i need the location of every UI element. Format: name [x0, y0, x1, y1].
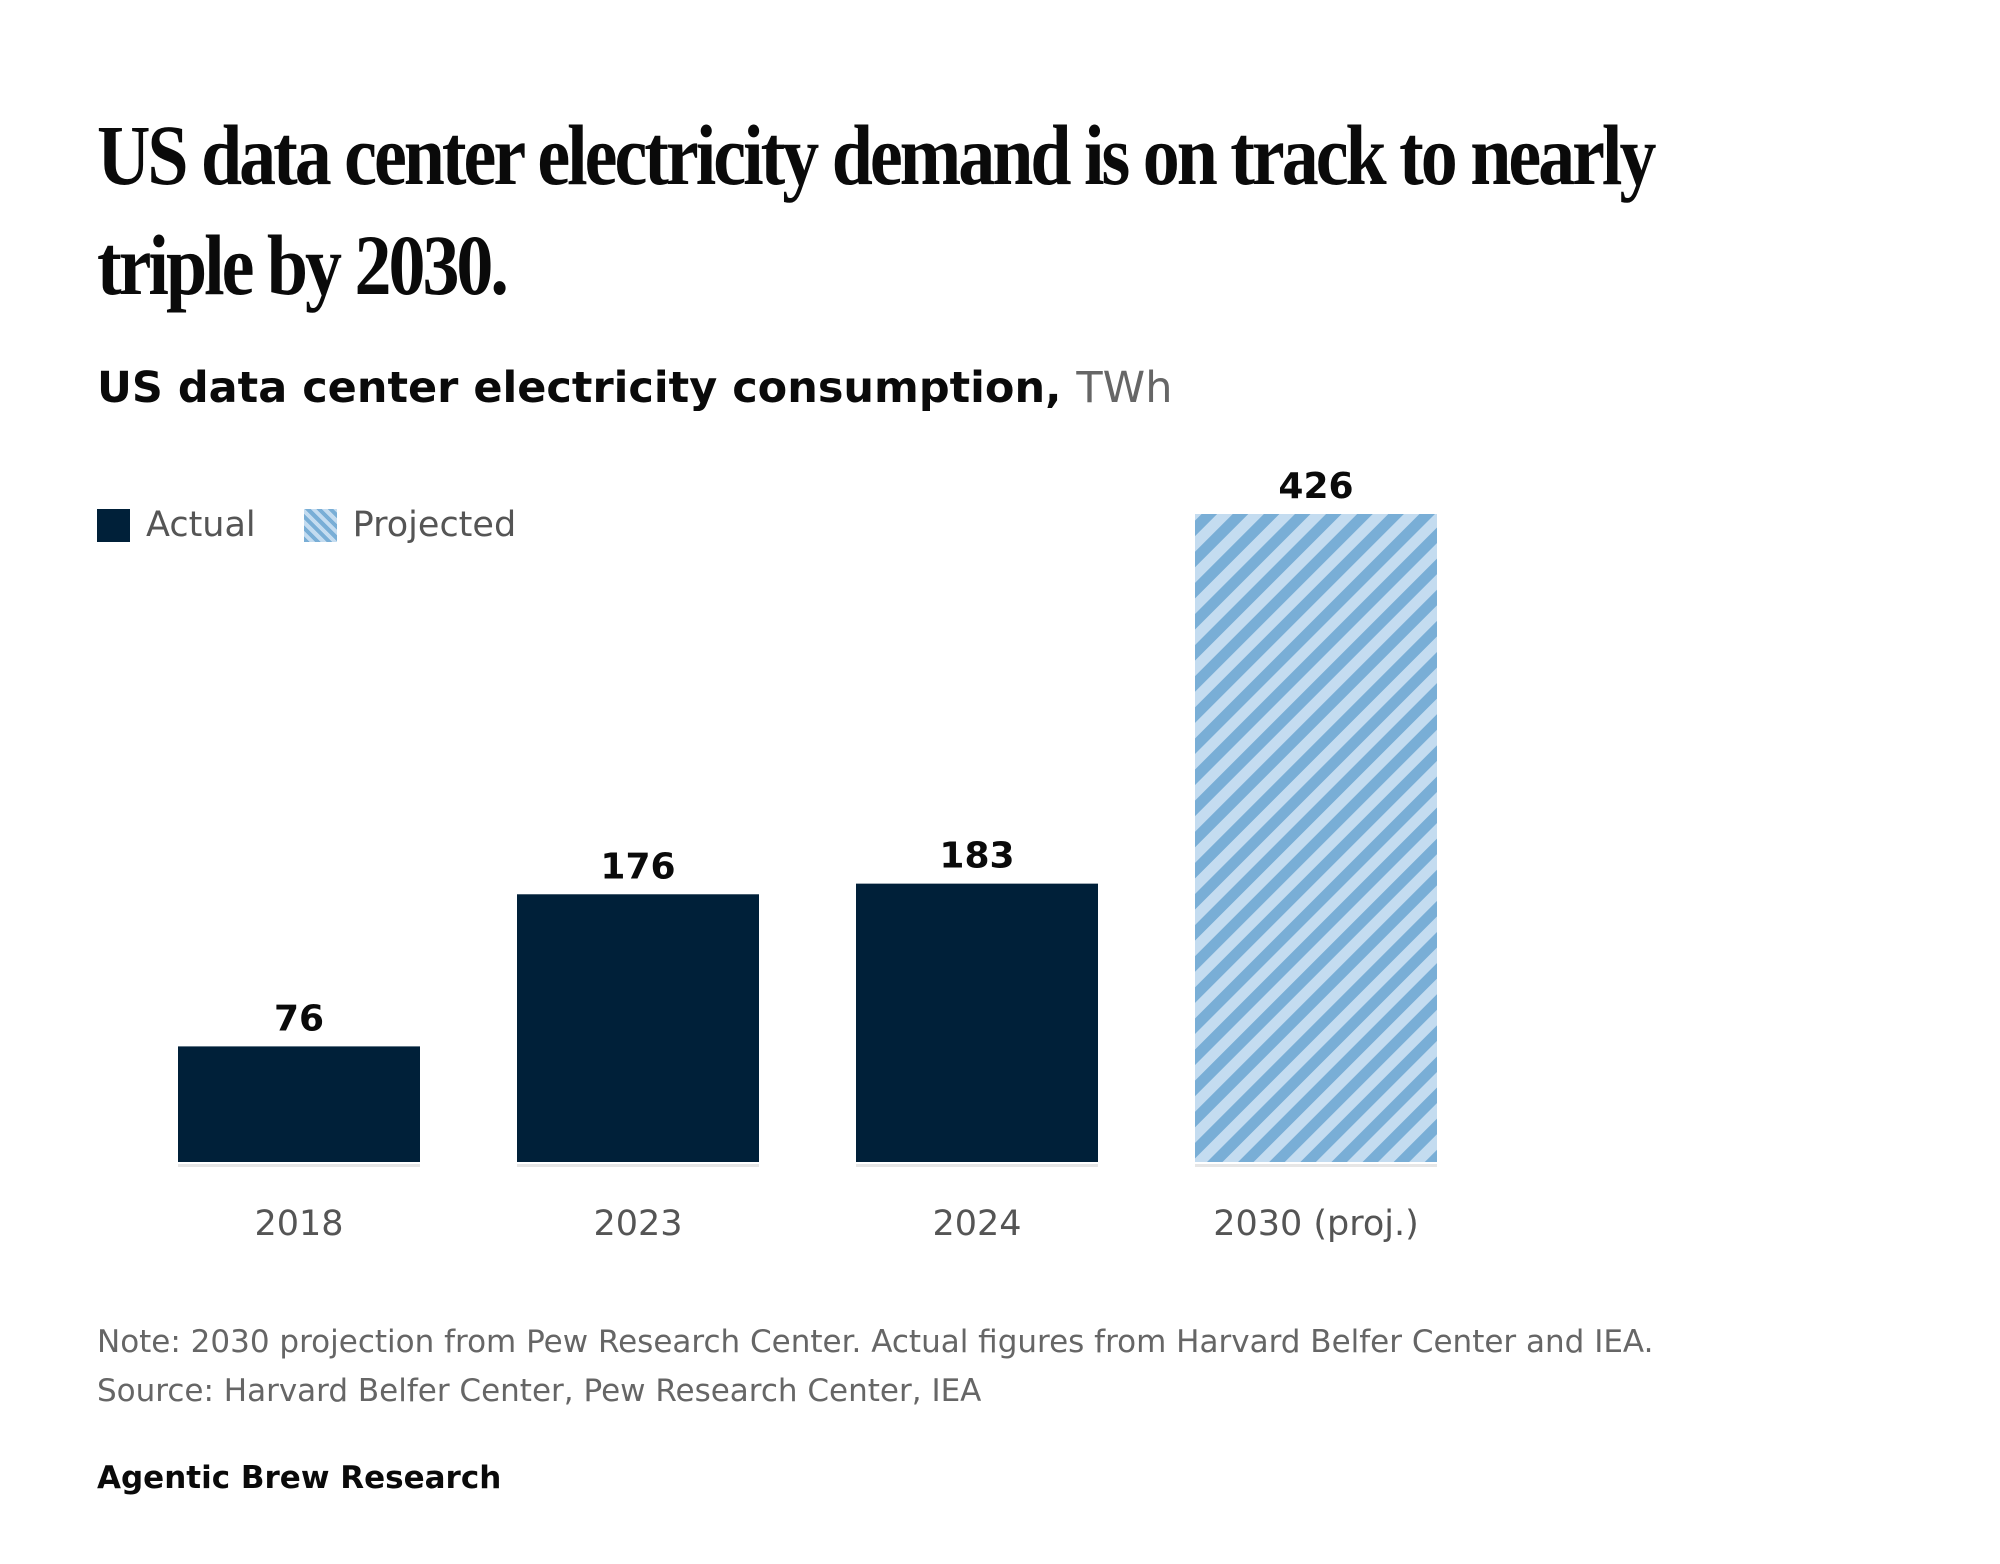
headline: US data center electricity demand is on …: [97, 107, 1656, 313]
legend-item-projected: Projected: [303, 505, 517, 545]
legend-item-actual: Actual: [97, 505, 256, 545]
footnote: Note: 2030 projection from Pew Research …: [97, 1318, 1653, 1416]
bar-2018: [178, 1046, 420, 1162]
bar-2030-proj: [1195, 514, 1437, 1162]
subtitle-unit: TWh: [1076, 363, 1173, 413]
bar-2023: [517, 894, 759, 1162]
value-label-2018: 76: [274, 998, 324, 1039]
legend-swatch-projected: [303, 508, 337, 542]
chart-subtitle: US data center electricity consumption, …: [97, 362, 1172, 414]
bar-baseline-2018: [178, 1164, 420, 1167]
bar-baseline-2030-proj: [1195, 1164, 1437, 1167]
subtitle-text: US data center electricity consumption,: [97, 363, 1062, 413]
x-tick-label-2023: 2023: [593, 1204, 682, 1244]
legend-swatch-actual: [97, 508, 130, 542]
bar-chart: 76 2018 176 2023 183 2024 426 2030 (proj.): [178, 466, 1437, 1244]
value-label-2023: 176: [600, 846, 675, 887]
x-tick-label-2018: 2018: [254, 1204, 343, 1244]
x-tick-label-2030-proj: 2030 (proj.): [1213, 1204, 1419, 1244]
brand-name: Agentic Brew Research: [97, 1460, 502, 1496]
bar-baseline-2023: [517, 1164, 759, 1167]
legend-label-projected: Projected: [352, 505, 517, 545]
x-tick-label-2024: 2024: [932, 1204, 1021, 1244]
source-text: Source: Harvard Belfer Center, Pew Resea…: [97, 1373, 982, 1409]
bar-2024: [856, 883, 1098, 1162]
value-label-2024: 183: [939, 836, 1014, 877]
note-text: Note: 2030 projection from Pew Research …: [97, 1324, 1654, 1360]
value-label-2030-proj: 426: [1278, 466, 1353, 507]
legend: Actual Projected: [97, 505, 564, 545]
bar-baseline-2024: [856, 1164, 1098, 1167]
legend-label-actual: Actual: [146, 505, 256, 545]
